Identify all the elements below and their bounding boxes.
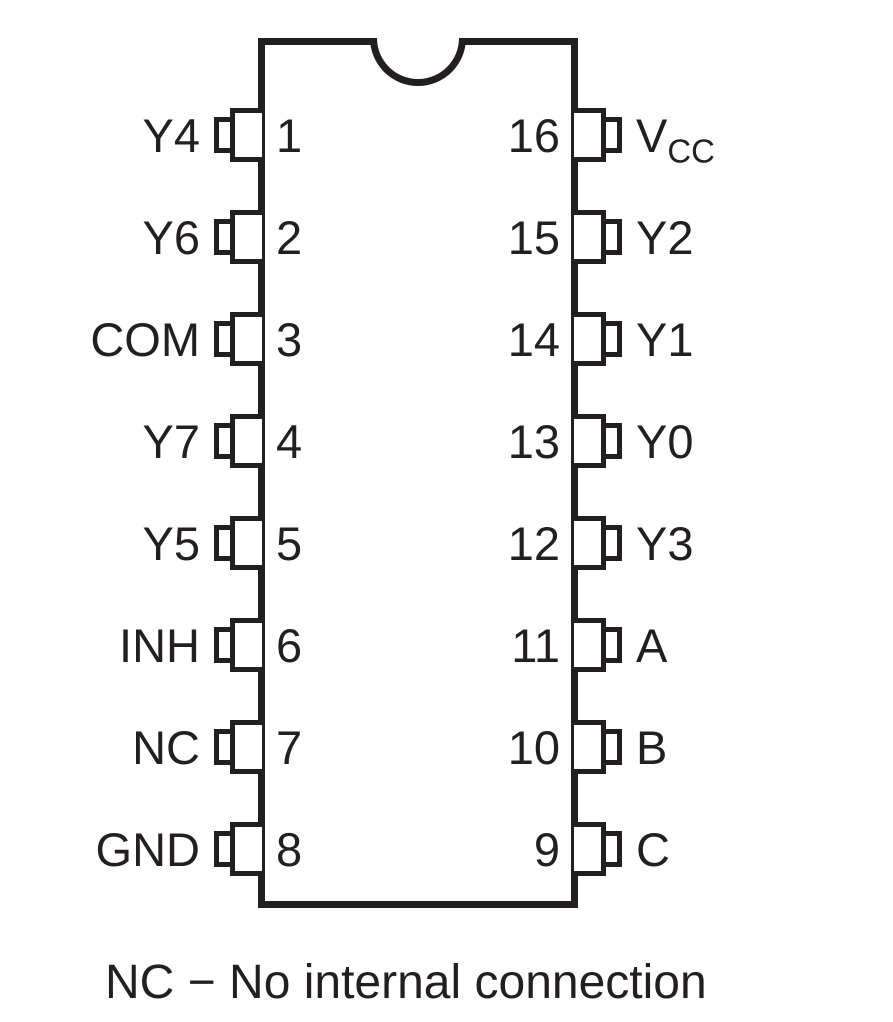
chip-body (258, 38, 578, 908)
pin-number-9: 9 (534, 822, 560, 877)
pin-label-11: A (636, 618, 667, 673)
pin-shoulder (574, 312, 606, 366)
pin-shoulder (230, 720, 262, 774)
pin-shoulder (230, 618, 262, 672)
pin-shoulder (574, 414, 606, 468)
pin-number-3: 3 (276, 312, 302, 367)
pin-lead (604, 831, 622, 867)
pin-label-16: VCC (636, 108, 715, 170)
pin-number-2: 2 (276, 210, 302, 265)
pin-lead (604, 729, 622, 765)
pin-number-10: 10 (508, 720, 560, 775)
pin-label-3: COM (90, 312, 200, 367)
pin-number-12: 12 (508, 516, 560, 571)
pin-label-10: B (636, 720, 667, 775)
pin-shoulder (574, 720, 606, 774)
pin-shoulder (230, 108, 262, 162)
pin-shoulder (230, 312, 262, 366)
pin-label-2: Y6 (143, 210, 201, 265)
pin-shoulder (230, 210, 262, 264)
footnote-text: NC − No internal connection (105, 955, 707, 1010)
pin-shoulder (574, 210, 606, 264)
pin-label-8: GND (96, 822, 200, 877)
pin-label-6: INH (119, 618, 200, 673)
pin-label-5: Y5 (143, 516, 201, 571)
pin-shoulder (230, 414, 262, 468)
pin-shoulder (574, 108, 606, 162)
pin-number-14: 14 (508, 312, 560, 367)
pin-number-7: 7 (276, 720, 302, 775)
pin-lead (604, 525, 622, 561)
pin-shoulder (230, 822, 262, 876)
pin-number-15: 15 (508, 210, 560, 265)
pin-number-6: 6 (276, 618, 302, 673)
pin-lead (604, 627, 622, 663)
pin-number-11: 11 (511, 618, 560, 673)
ic-pinout-diagram: 1 Y4 2 Y6 3 COM 4 Y7 5 Y5 6 INH 7 NC 8 GND 16 VCC 15 Y2 14 Y1… (0, 20, 893, 920)
pin-shoulder (574, 516, 606, 570)
pin-number-13: 13 (508, 414, 560, 469)
pin-shoulder (574, 822, 606, 876)
pin-lead (604, 117, 622, 153)
pin-label-13: Y0 (636, 414, 694, 469)
pin-lead (604, 219, 622, 255)
pin-label-12: Y3 (636, 516, 694, 571)
pin-shoulder (230, 516, 262, 570)
pin-number-8: 8 (276, 822, 302, 877)
pin-number-1: 1 (276, 108, 302, 163)
pin-label-15: Y2 (636, 210, 694, 265)
pin-label-1: Y4 (143, 108, 201, 163)
pin-lead (604, 423, 622, 459)
pin-label-9: C (636, 822, 670, 877)
pin-shoulder (574, 618, 606, 672)
pin-number-16: 16 (508, 108, 560, 163)
pin-number-4: 4 (276, 414, 302, 469)
pin-label-4: Y7 (143, 414, 201, 469)
pin-lead (604, 321, 622, 357)
pin-label-7: NC (132, 720, 200, 775)
pin-label-14: Y1 (636, 312, 694, 367)
pin-number-5: 5 (276, 516, 302, 571)
